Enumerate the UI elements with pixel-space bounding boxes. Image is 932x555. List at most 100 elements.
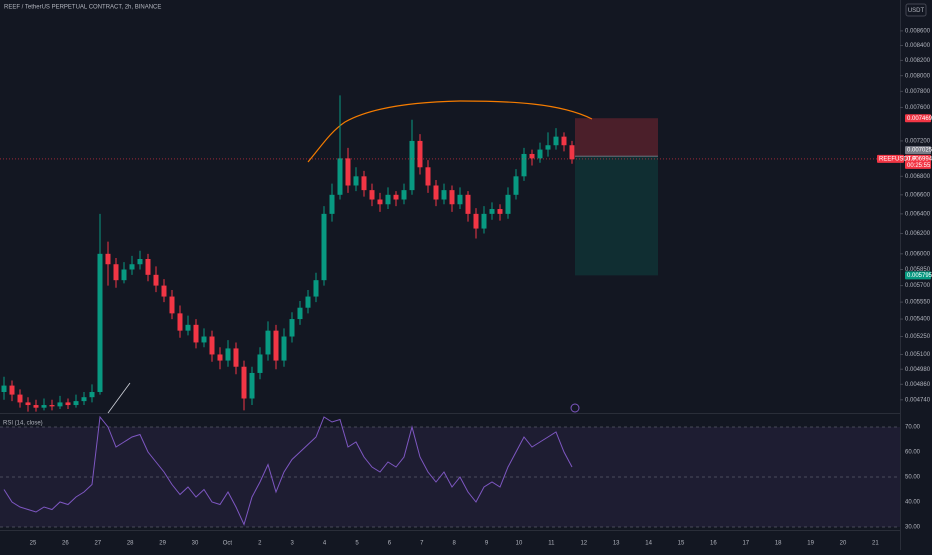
candle-body — [257, 354, 263, 373]
candle-body — [369, 190, 375, 200]
y-tick-label: 0.005850 — [905, 267, 931, 273]
candle-body — [81, 397, 87, 402]
y-tick-label: 0.008000 — [905, 73, 931, 79]
y-tick-label: 0.007600 — [905, 105, 931, 111]
arc-drawing — [307, 100, 593, 163]
candle-body — [265, 330, 271, 355]
candle-body — [561, 136, 567, 146]
candle-body — [233, 348, 239, 367]
x-tick-label: Oct — [223, 541, 233, 547]
rsi-title: RSI (14, close) — [3, 421, 43, 427]
candle-body — [393, 194, 399, 200]
x-tick-label: 3 — [291, 541, 295, 547]
price-label: 0.007469 — [907, 116, 932, 122]
x-tick-label: 19 — [807, 541, 814, 547]
candle-body — [177, 313, 183, 331]
candle-body — [105, 253, 111, 265]
x-tick-label: 18 — [775, 541, 782, 547]
y-tick-label: 0.005700 — [905, 283, 931, 289]
y-tick-label: 0.006000 — [905, 251, 931, 257]
y-tick-label: 0.008200 — [905, 58, 931, 64]
rsi-tick-label: 70.00 — [905, 425, 921, 431]
candle-body — [401, 190, 407, 200]
candle-body — [209, 336, 215, 355]
candle-body — [1, 385, 7, 393]
candle-body — [441, 190, 447, 200]
candle-body — [9, 385, 15, 395]
candle-body — [145, 259, 151, 275]
target-zone — [575, 156, 658, 276]
symbol-label-bg — [877, 154, 904, 163]
candle-body — [161, 285, 167, 297]
candle-body — [17, 394, 23, 403]
x-tick-label: 26 — [62, 541, 69, 547]
candle-body — [409, 140, 415, 191]
x-tick-label: 25 — [30, 541, 37, 547]
y-tick-label: 0.004980 — [905, 367, 931, 373]
x-tick-label: 8 — [453, 541, 457, 547]
currency-button[interactable] — [905, 3, 927, 17]
candle-body — [273, 330, 279, 361]
candle-body — [201, 336, 207, 343]
candle-body — [113, 264, 119, 281]
x-tick-label: 14 — [645, 541, 652, 547]
chart-title: REEF / TetherUS PERPETUAL CONTRACT, 2h, … — [4, 5, 161, 11]
candle-body — [385, 194, 391, 205]
y-tick-label: 0.005250 — [905, 334, 931, 340]
x-tick-label: 11 — [548, 541, 555, 547]
candle-body — [129, 264, 135, 270]
rsi-tick-label: 50.00 — [905, 475, 921, 481]
price-label-bg — [905, 271, 931, 280]
candle-body — [289, 319, 295, 337]
candle-body — [305, 296, 311, 308]
stop-zone — [575, 118, 658, 157]
x-tick-label: 16 — [710, 541, 717, 547]
candle-body — [481, 213, 487, 229]
countdown: 00:25:55 — [907, 163, 931, 169]
candle-body — [425, 167, 431, 186]
candle-body — [313, 280, 319, 297]
x-tick-label: 9 — [485, 541, 489, 547]
candle-body — [25, 402, 31, 406]
candle-body — [137, 259, 143, 265]
x-tick-label: 27 — [94, 541, 101, 547]
candle-body — [41, 405, 47, 408]
y-tick-label: 0.006600 — [905, 192, 931, 198]
rsi-tick-label: 40.00 — [905, 500, 921, 506]
candle-body — [89, 392, 95, 398]
x-tick-label: 10 — [516, 541, 523, 547]
x-tick-label: 7 — [420, 541, 424, 547]
candle-body — [337, 158, 343, 195]
candle-body — [361, 176, 367, 191]
candle-body — [457, 194, 463, 205]
candle-body — [185, 324, 191, 331]
candle-body — [329, 194, 335, 214]
x-tick-label: 6 — [388, 541, 392, 547]
candle-body — [497, 209, 503, 214]
candle-body — [217, 354, 223, 361]
x-tick-label: 30 — [192, 541, 199, 547]
y-tick-label: 0.008400 — [905, 43, 931, 49]
candle-body — [121, 269, 127, 281]
candle-body — [153, 274, 159, 286]
candle-body — [489, 209, 495, 214]
candle-body — [281, 336, 287, 361]
candle-body — [33, 405, 39, 408]
y-tick-label: 0.006400 — [905, 211, 931, 217]
rsi-tick-label: 30.00 — [905, 525, 921, 531]
candle-body — [297, 307, 303, 320]
x-tick-label: 17 — [742, 541, 749, 547]
candle-body — [49, 405, 55, 407]
rsi-line — [3, 415, 573, 526]
y-tick-label: 0.006200 — [905, 231, 931, 237]
last-price-bg — [905, 154, 931, 169]
candle-body — [513, 176, 519, 195]
trend-line — [107, 382, 131, 414]
candle-body — [417, 140, 423, 168]
x-tick-label: 2 — [258, 541, 262, 547]
event-marker[interactable] — [570, 403, 580, 413]
y-tick-label: 0.006800 — [905, 174, 931, 180]
y-tick-label: 0.004740 — [905, 397, 931, 403]
candle-body — [97, 253, 103, 393]
candle-body — [545, 145, 551, 150]
